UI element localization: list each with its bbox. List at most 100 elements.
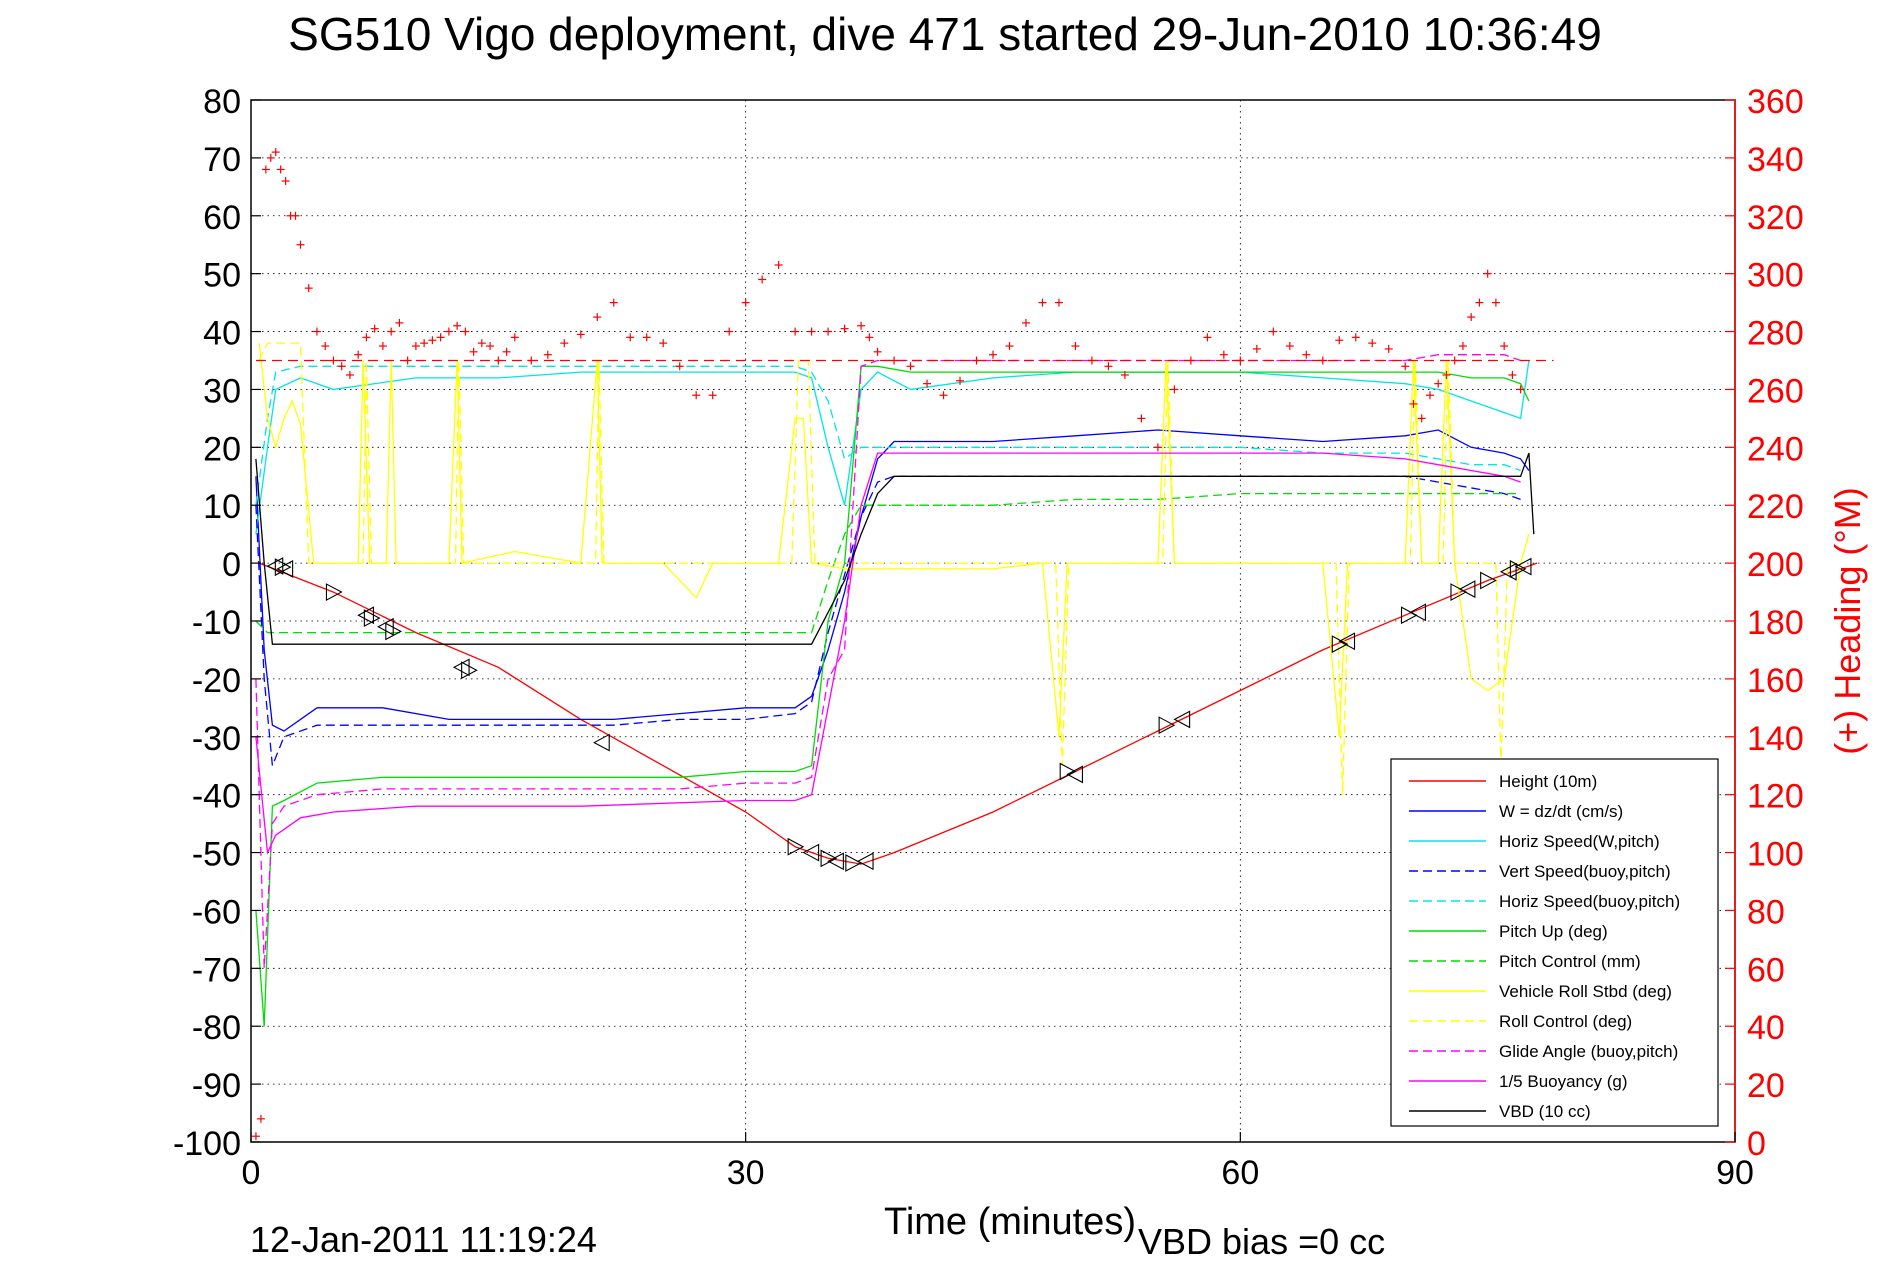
legend-label-4: Horiz Speed(buoy,pitch) bbox=[1499, 892, 1680, 911]
series-group bbox=[255, 342, 1538, 1027]
heading-point bbox=[1170, 385, 1179, 394]
x-tick-label: 0 bbox=[242, 1154, 261, 1192]
height-marker bbox=[1450, 583, 1468, 601]
right-tick-label: 160 bbox=[1747, 662, 1804, 700]
heading-point bbox=[609, 298, 618, 307]
left-tick-label: 10 bbox=[203, 488, 241, 526]
heading-point bbox=[436, 333, 445, 342]
heading-point bbox=[873, 347, 882, 356]
heading-point bbox=[281, 177, 290, 186]
height-marker bbox=[385, 622, 402, 641]
heading-point bbox=[989, 350, 997, 359]
series-line-11 bbox=[255, 452, 1535, 645]
heading-point bbox=[1302, 350, 1311, 359]
height-marker bbox=[1059, 762, 1077, 781]
height-marker bbox=[593, 733, 610, 752]
heading-point bbox=[972, 356, 981, 365]
series-line-3 bbox=[255, 475, 1521, 766]
right-tick-label: 340 bbox=[1747, 141, 1804, 179]
right-tick-label: 20 bbox=[1747, 1067, 1785, 1105]
heading-point bbox=[494, 356, 503, 365]
heading-point bbox=[251, 1132, 260, 1141]
heading-point bbox=[256, 1114, 265, 1123]
heading-point bbox=[1318, 356, 1327, 365]
legend-box bbox=[1390, 758, 1719, 1127]
right-tick-label: 180 bbox=[1747, 604, 1804, 642]
left-tick-label: 60 bbox=[203, 199, 241, 237]
heading-point bbox=[1071, 342, 1080, 351]
series-line-10 bbox=[255, 452, 1521, 856]
heading-point bbox=[1401, 362, 1410, 371]
heading-point bbox=[1269, 327, 1278, 336]
left-tick-label: -80 bbox=[192, 1009, 241, 1047]
height-marker bbox=[1409, 603, 1426, 622]
heading-point bbox=[906, 362, 915, 371]
height-marker bbox=[1158, 716, 1176, 735]
heading-point bbox=[1054, 298, 1063, 307]
legend-label-11: VBD (10 cc) bbox=[1499, 1102, 1591, 1121]
height-marker bbox=[856, 852, 874, 871]
series-line-8 bbox=[258, 342, 1521, 795]
left-tick-label: 40 bbox=[203, 315, 241, 353]
heading-point bbox=[387, 327, 396, 336]
left-tick-label: -10 bbox=[192, 604, 241, 642]
height-marker bbox=[1338, 632, 1356, 651]
heading-point bbox=[1508, 370, 1517, 379]
heading-point bbox=[337, 362, 346, 371]
heading-point bbox=[345, 370, 354, 379]
right-tick-label: 0 bbox=[1747, 1125, 1766, 1163]
heading-point bbox=[1450, 356, 1459, 365]
right-tick-label: 360 bbox=[1747, 83, 1804, 121]
heading-point bbox=[321, 342, 330, 351]
footer-vbd-bias: VBD bias =0 cc bbox=[1138, 1221, 1385, 1262]
right-axis-label: (+) Heading (°M) bbox=[1827, 487, 1868, 754]
series-line-5 bbox=[255, 365, 1530, 1027]
heading-point bbox=[1087, 356, 1096, 365]
left-tick-label: 0 bbox=[222, 546, 241, 584]
legend-label-7: Vehicle Roll Stbd (deg) bbox=[1499, 982, 1672, 1001]
heading-point bbox=[486, 342, 495, 351]
height-marker bbox=[1400, 606, 1418, 625]
height-marker bbox=[357, 606, 374, 625]
series-line-2 bbox=[255, 360, 1530, 535]
series-line-7 bbox=[258, 343, 1530, 737]
height-marker bbox=[802, 843, 820, 862]
right-tick-label: 100 bbox=[1747, 836, 1804, 874]
heading-point bbox=[1153, 443, 1162, 452]
height-marker bbox=[1458, 580, 1476, 599]
heading-point bbox=[510, 333, 519, 342]
heading-point bbox=[1120, 370, 1129, 379]
height-marker bbox=[787, 837, 805, 856]
left-tick-label: -30 bbox=[192, 720, 241, 758]
heading-point bbox=[354, 350, 363, 359]
series-line-0 bbox=[258, 562, 1538, 865]
heading-point bbox=[1005, 342, 1014, 351]
heading-point bbox=[266, 153, 275, 162]
heading-point bbox=[502, 347, 511, 356]
heading-point bbox=[1252, 344, 1261, 353]
heading-point bbox=[296, 240, 305, 249]
heading-point bbox=[774, 260, 783, 269]
height-marker bbox=[325, 583, 343, 601]
heading-point bbox=[1500, 342, 1509, 351]
height-marker bbox=[1331, 635, 1349, 654]
height-markers bbox=[266, 557, 1532, 872]
heading-points bbox=[251, 148, 1554, 1141]
left-tick-label: 70 bbox=[203, 141, 241, 179]
heading-point bbox=[1021, 318, 1030, 327]
heading-point bbox=[329, 356, 338, 365]
heading-point bbox=[304, 284, 313, 293]
heading-point bbox=[659, 339, 668, 348]
legend-label-5: Pitch Up (deg) bbox=[1499, 922, 1608, 941]
height-marker bbox=[1480, 571, 1497, 590]
footer-date: 12-Jan-2011 11:19:24 bbox=[250, 1219, 597, 1260]
heading-point bbox=[1425, 391, 1434, 400]
height-marker bbox=[1499, 562, 1517, 581]
heading-point bbox=[1186, 356, 1195, 365]
legend: Height (10m) W = dz/dt (cm/s) Horiz Speed(… bbox=[1390, 758, 1719, 1127]
heading-point bbox=[1335, 336, 1344, 345]
heading-point bbox=[675, 362, 684, 371]
left-tick-label: 50 bbox=[203, 257, 241, 295]
series-line-1 bbox=[255, 429, 1530, 732]
heading-point bbox=[378, 342, 387, 351]
